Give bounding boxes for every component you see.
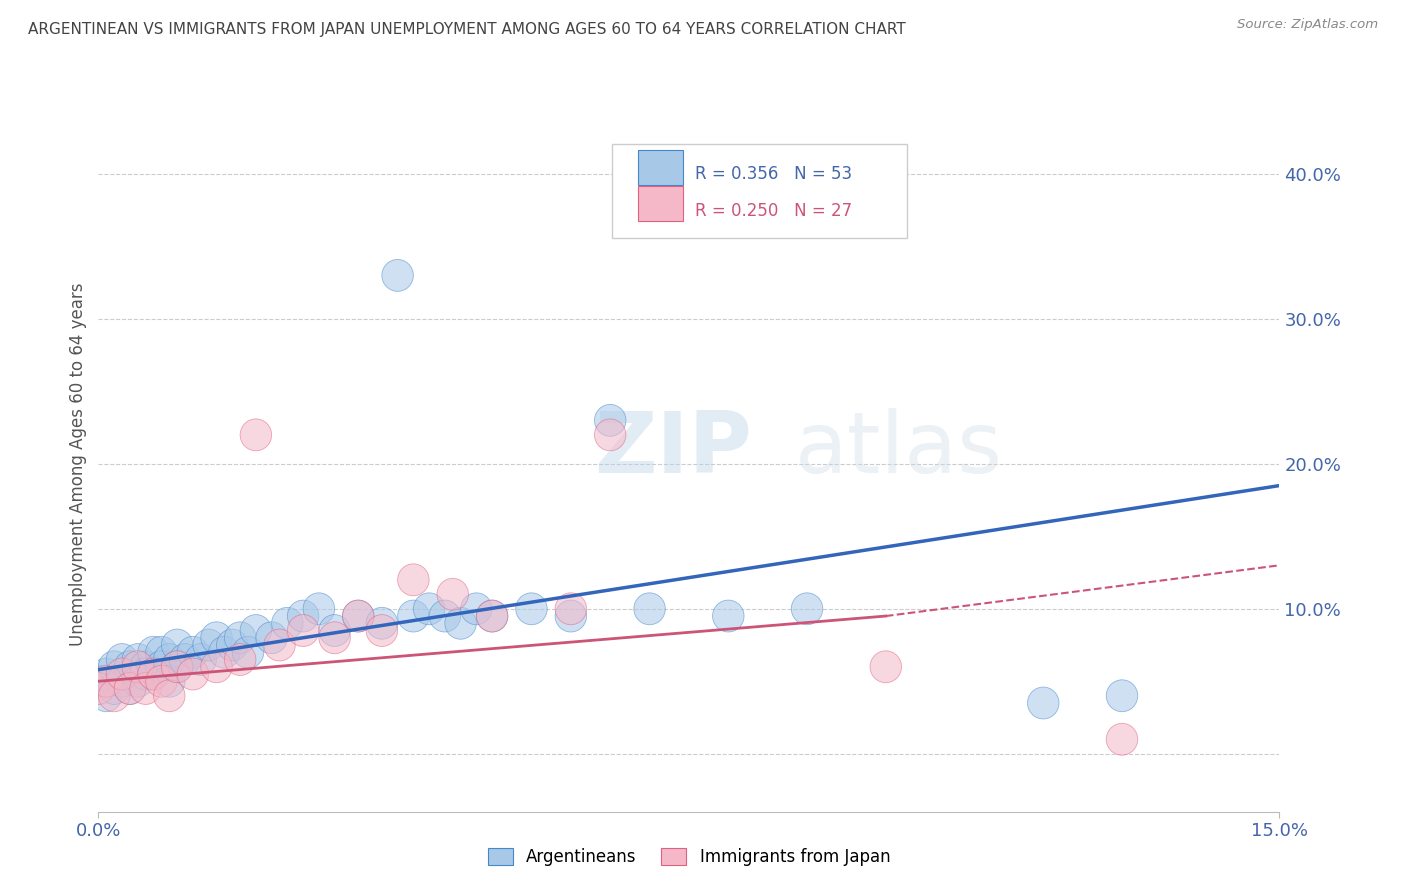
Ellipse shape xyxy=(129,673,162,705)
Text: ZIP: ZIP xyxy=(595,409,752,491)
Ellipse shape xyxy=(146,636,177,668)
Ellipse shape xyxy=(146,665,177,698)
Text: Source: ZipAtlas.com: Source: ZipAtlas.com xyxy=(1237,18,1378,31)
Ellipse shape xyxy=(107,665,138,698)
Bar xyxy=(638,186,683,220)
Ellipse shape xyxy=(366,615,398,647)
Text: R = 0.250   N = 27: R = 0.250 N = 27 xyxy=(695,202,852,219)
Ellipse shape xyxy=(870,651,901,682)
Ellipse shape xyxy=(83,665,114,698)
Ellipse shape xyxy=(138,658,169,690)
Ellipse shape xyxy=(177,658,208,690)
Ellipse shape xyxy=(461,593,492,624)
Ellipse shape xyxy=(122,665,153,698)
Ellipse shape xyxy=(1107,680,1137,712)
Ellipse shape xyxy=(595,419,626,450)
Ellipse shape xyxy=(146,651,177,682)
Ellipse shape xyxy=(90,665,122,698)
Ellipse shape xyxy=(792,593,823,624)
Ellipse shape xyxy=(555,600,586,632)
Ellipse shape xyxy=(287,600,319,632)
Ellipse shape xyxy=(595,404,626,436)
Ellipse shape xyxy=(343,600,374,632)
Text: R = 0.356   N = 53: R = 0.356 N = 53 xyxy=(695,165,852,183)
Ellipse shape xyxy=(107,658,138,690)
Ellipse shape xyxy=(138,658,169,690)
Ellipse shape xyxy=(98,673,129,705)
Ellipse shape xyxy=(114,673,146,705)
Ellipse shape xyxy=(264,629,295,661)
Ellipse shape xyxy=(240,615,271,647)
Ellipse shape xyxy=(138,636,169,668)
Ellipse shape xyxy=(186,644,217,675)
Ellipse shape xyxy=(240,419,271,450)
Ellipse shape xyxy=(429,600,461,632)
Ellipse shape xyxy=(162,651,193,682)
Ellipse shape xyxy=(398,564,429,596)
Ellipse shape xyxy=(208,636,240,668)
Ellipse shape xyxy=(256,622,287,654)
Ellipse shape xyxy=(114,673,146,705)
Ellipse shape xyxy=(1107,723,1137,756)
Ellipse shape xyxy=(90,658,122,690)
Ellipse shape xyxy=(201,651,232,682)
Ellipse shape xyxy=(319,622,350,654)
Ellipse shape xyxy=(225,644,256,675)
Ellipse shape xyxy=(122,651,153,682)
Ellipse shape xyxy=(713,600,744,632)
Ellipse shape xyxy=(217,629,247,661)
Ellipse shape xyxy=(232,636,264,668)
Y-axis label: Unemployment Among Ages 60 to 64 years: Unemployment Among Ages 60 to 64 years xyxy=(69,282,87,646)
Ellipse shape xyxy=(225,622,256,654)
Ellipse shape xyxy=(107,644,138,675)
Ellipse shape xyxy=(114,651,146,682)
Ellipse shape xyxy=(366,607,398,640)
Ellipse shape xyxy=(304,593,335,624)
Text: ARGENTINEAN VS IMMIGRANTS FROM JAPAN UNEMPLOYMENT AMONG AGES 60 TO 64 YEARS CORR: ARGENTINEAN VS IMMIGRANTS FROM JAPAN UNE… xyxy=(28,22,905,37)
Ellipse shape xyxy=(193,629,225,661)
Bar xyxy=(638,150,683,185)
Ellipse shape xyxy=(153,665,186,698)
Ellipse shape xyxy=(162,651,193,682)
Ellipse shape xyxy=(153,644,186,675)
Ellipse shape xyxy=(444,607,477,640)
Legend: Argentineans, Immigrants from Japan: Argentineans, Immigrants from Japan xyxy=(481,841,897,873)
Ellipse shape xyxy=(201,622,232,654)
Ellipse shape xyxy=(129,658,162,690)
Ellipse shape xyxy=(83,673,114,705)
Ellipse shape xyxy=(516,593,547,624)
Ellipse shape xyxy=(287,615,319,647)
Ellipse shape xyxy=(634,593,665,624)
Ellipse shape xyxy=(319,615,350,647)
Ellipse shape xyxy=(122,644,153,675)
Ellipse shape xyxy=(169,644,201,675)
Ellipse shape xyxy=(477,600,508,632)
Ellipse shape xyxy=(153,680,186,712)
FancyBboxPatch shape xyxy=(612,144,907,238)
Ellipse shape xyxy=(1028,687,1059,719)
Ellipse shape xyxy=(398,600,429,632)
Ellipse shape xyxy=(98,651,129,682)
Ellipse shape xyxy=(177,636,208,668)
Ellipse shape xyxy=(162,629,193,661)
Ellipse shape xyxy=(343,600,374,632)
Text: atlas: atlas xyxy=(796,409,1004,491)
Ellipse shape xyxy=(477,600,508,632)
Ellipse shape xyxy=(271,607,304,640)
Ellipse shape xyxy=(90,680,122,712)
Ellipse shape xyxy=(437,578,468,610)
Ellipse shape xyxy=(413,593,444,624)
Ellipse shape xyxy=(382,260,413,292)
Ellipse shape xyxy=(98,680,129,712)
Ellipse shape xyxy=(555,593,586,624)
Ellipse shape xyxy=(129,651,162,682)
